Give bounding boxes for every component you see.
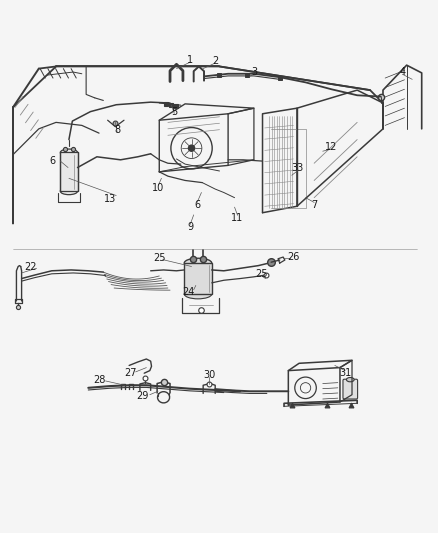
Text: 3: 3 (250, 67, 256, 77)
Circle shape (188, 145, 194, 151)
Ellipse shape (184, 289, 211, 299)
Text: 4: 4 (399, 67, 404, 77)
Text: 26: 26 (286, 252, 299, 262)
Text: 5: 5 (171, 107, 177, 117)
Text: 30: 30 (203, 370, 215, 380)
Text: 24: 24 (182, 287, 194, 297)
Text: 31: 31 (338, 368, 350, 378)
Text: 7: 7 (310, 200, 317, 210)
FancyBboxPatch shape (60, 152, 78, 191)
Text: 1: 1 (187, 55, 193, 65)
Text: 6: 6 (194, 200, 200, 210)
Text: 27: 27 (124, 368, 136, 378)
Text: 29: 29 (136, 391, 149, 401)
FancyBboxPatch shape (342, 379, 357, 399)
Ellipse shape (184, 259, 211, 268)
Text: 10: 10 (152, 183, 164, 193)
Text: 28: 28 (93, 375, 106, 385)
Text: 2: 2 (212, 56, 218, 66)
Text: 9: 9 (187, 222, 193, 232)
Text: 13: 13 (103, 193, 116, 204)
Text: 12: 12 (325, 142, 337, 152)
Text: 33: 33 (291, 164, 303, 173)
Polygon shape (184, 263, 211, 294)
Text: 8: 8 (114, 125, 120, 135)
Ellipse shape (60, 188, 78, 195)
Ellipse shape (60, 149, 78, 156)
Text: 25: 25 (153, 253, 165, 263)
Text: 22: 22 (24, 262, 36, 271)
Text: 11: 11 (231, 213, 243, 223)
Text: 25: 25 (255, 269, 267, 279)
Text: 6: 6 (49, 156, 56, 166)
Ellipse shape (346, 377, 353, 382)
